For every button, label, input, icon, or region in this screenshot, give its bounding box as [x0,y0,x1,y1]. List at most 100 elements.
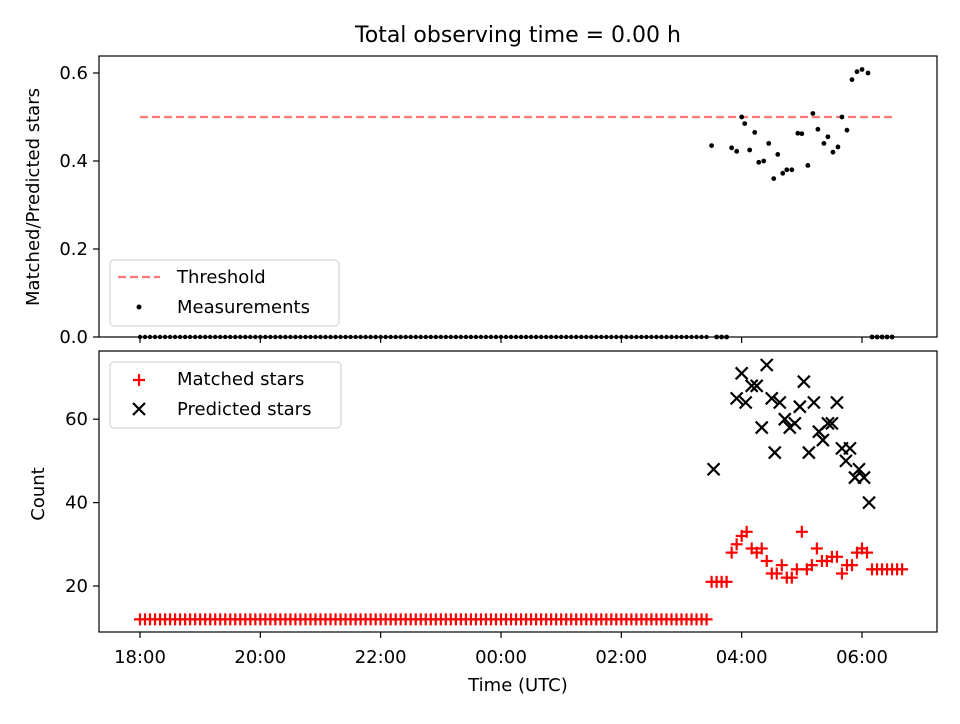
count-panel: 20 40 60 18:00 20:00 22:00 00:00 02:00 04:00 06:… [28,350,938,696]
predicted-legend-label: Predicted stars [177,399,311,420]
measurement-point [742,121,748,126]
ratio-panel: 0.0 0.2 0.4 0.6 Matched/Predicted stars Thr… [23,55,938,348]
matched-stars-points [134,525,909,626]
measurement-point [825,134,831,140]
matched-star-marker [700,613,713,626]
measurement-point [780,170,786,176]
matched-star-marker [770,567,783,580]
matched-star-marker [795,525,808,538]
ratio-y-label: Matched/Predicted stars [23,88,44,306]
measurement-point [865,70,871,76]
x-axis-label: Time (UTC) [467,675,568,696]
ratio-legend: Threshold Measurements [109,259,340,327]
measurement-point [784,167,790,173]
measurement-point [844,127,850,133]
measurements-legend-swatch [136,304,142,310]
predicted-star-marker [759,358,774,372]
matched-star-marker [740,525,753,538]
measurement-point [771,176,777,182]
predicted-star-marker [821,416,835,431]
figure-title: Total observing time = 0.00 h [354,23,681,48]
time-x-tick-label: 20:00 [234,647,286,668]
predicted-star-marker [706,462,721,477]
measurement-point [821,141,827,146]
predicted-star-marker [825,416,839,431]
time-x-tick-label: 06:00 [836,647,888,668]
predicted-star-marker [816,433,830,447]
predicted-star-marker [729,391,744,406]
time-x-tick-label: 00:00 [475,647,527,668]
ratio-y-tick-label: 0.6 [59,63,88,84]
predicted-star-marker [843,441,857,456]
ratio-y-tick-label: 0.2 [59,239,88,260]
measurement-point [849,77,855,82]
matched-star-marker [810,542,823,555]
ratio-y-tick-label: 0.0 [59,327,88,348]
count-legend-box [109,361,342,429]
predicted-star-marker [778,412,792,426]
predicted-star-marker [862,495,876,510]
time-x-tick-label: 02:00 [595,647,647,668]
matched-star-marker [805,559,818,572]
measurement-point [815,126,821,132]
matched-star-marker [861,546,874,559]
measurement-point [830,149,836,155]
measurement-point [795,130,801,136]
measurement-point [752,130,758,135]
predicted-star-marker [793,399,807,414]
predicted-star-marker [839,454,853,468]
predicted-star-marker [749,379,764,393]
measurement-point [839,114,845,120]
ratio-plot-frame [98,55,938,338]
count-legend: Matched stars Predicted stars [109,361,342,429]
time-x-tick-label: 22:00 [355,647,407,668]
count-y-tick-label: 60 [65,409,88,430]
ratio-legend-box [109,259,340,327]
predicted-star-marker [802,445,816,460]
matched-star-marker [896,563,909,576]
count-y-label: Count [28,467,49,520]
measurement-point [789,167,795,173]
count-y-axis: 20 40 60 [65,409,99,597]
predicted-star-marker [797,374,811,389]
predicted-star-marker [830,395,844,410]
measurement-point [747,147,753,153]
matched-star-marker [720,575,733,588]
predicted-star-marker [857,470,871,485]
predicted-stars-points [706,358,876,510]
predicted-star-marker [767,445,782,460]
count-y-tick-label: 20 [65,576,88,597]
measurement-point [766,141,772,146]
measurement-point [734,148,740,154]
measurement-point [739,114,745,120]
ratio-y-tick-label: 0.4 [59,151,88,172]
matched-star-marker [760,554,773,567]
predicted-star-marker [788,416,802,431]
measurement-point [709,143,714,149]
ratio-x-ticks [139,337,863,343]
time-x-tick-label: 18:00 [114,647,166,668]
measurement-point [854,69,860,75]
matched-legend-label: Matched stars [177,369,304,390]
matched-star-marker [755,542,768,555]
measurement-point [761,158,767,164]
predicted-star-marker [738,395,753,410]
measurement-point [799,131,805,137]
predicted-star-marker [852,462,866,477]
predicted-star-marker [754,420,769,435]
matched-star-marker [830,550,843,563]
measurement-point [775,152,781,157]
measurements-legend-label: Measurements [177,297,310,318]
predicted-star-marker [772,395,787,410]
predicted-star-marker [807,395,821,410]
time-x-axis: 18:00 20:00 22:00 00:00 02:00 04:00 06:00 [114,632,888,668]
measurement-point [859,67,865,72]
predicted-star-marker [744,379,759,393]
matched-star-marker [775,559,788,572]
matched-legend-swatch [133,374,145,386]
matched-star-marker [845,559,858,572]
measurement-point [810,111,816,116]
predicted-star-marker [764,391,779,406]
matched-star-marker [835,567,848,580]
